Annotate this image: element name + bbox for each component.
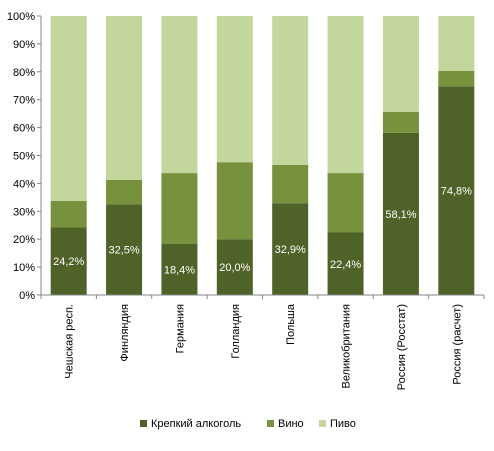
y-tick-label: 60% [13, 123, 35, 135]
legend-swatch [267, 420, 274, 427]
bar-value-label: 22,4% [330, 259, 361, 271]
x-category-label: Германия [174, 304, 186, 353]
y-tick-label: 30% [13, 206, 35, 218]
bar-segment [216, 239, 253, 295]
bar-segment [438, 86, 475, 295]
bar-value-label: 32,5% [108, 245, 139, 257]
y-tick-label: 70% [13, 95, 35, 107]
legend-label: Вино [278, 418, 304, 430]
bar-value-label: 20,0% [219, 262, 250, 274]
bar-segment [106, 179, 143, 205]
bar-segment [382, 16, 419, 112]
bar-segment [272, 164, 309, 204]
x-category-label: Россия (Росстат) [396, 304, 408, 390]
bar-data-labels: 24,2% 32,5% 18,4% 20,0% 32,9% 22,4% 58,1% 74,8% [53, 186, 472, 277]
x-category-label: Финляндия [119, 304, 131, 362]
legend-label: Пиво [330, 418, 356, 430]
y-tick-label: 50% [13, 151, 35, 163]
x-category-label: Великобритания [341, 304, 353, 389]
y-tick-label: 100% [7, 11, 35, 23]
bar-segment [438, 16, 475, 71]
y-tick-label: 80% [13, 67, 35, 79]
bar-value-label: 58,1% [385, 209, 416, 221]
bar-value-label: 74,8% [441, 186, 472, 198]
y-axis: 0% 10% 20% 30% 40% 50% 60% 70% 80% 90% 100% [7, 11, 42, 302]
legend-swatch [140, 420, 147, 427]
bars [50, 16, 475, 295]
bar-segment [327, 232, 364, 295]
y-tick-label: 20% [13, 234, 35, 246]
y-tick-label: 40% [13, 178, 35, 190]
y-tick-label: 90% [13, 39, 35, 51]
bar-segment [161, 173, 198, 244]
bar-segment [50, 16, 87, 201]
bar-value-label: 18,4% [164, 264, 195, 276]
bar-segment [106, 16, 143, 180]
bar-value-label: 32,9% [275, 244, 306, 256]
x-axis: Чешская респ. Финляндия Германия Голландия П… [40, 294, 485, 390]
y-tick-label: 0% [19, 290, 35, 302]
bar-segment [382, 111, 419, 133]
bar-segment [272, 203, 309, 295]
legend-swatch [319, 420, 326, 427]
bar-segment [438, 70, 475, 87]
bar-segment [50, 200, 87, 228]
y-tick-label: 10% [13, 262, 35, 274]
bar-segment [106, 204, 143, 295]
x-category-label: Чешская респ. [64, 304, 76, 379]
bar-segment [382, 132, 419, 295]
bar-segment [161, 16, 198, 174]
bar-segment [272, 16, 309, 165]
bar-segment [327, 16, 364, 174]
bar-segment [216, 16, 253, 163]
bar-segment [216, 162, 253, 240]
x-category-label: Польша [285, 303, 297, 345]
legend: Крепкий алкоголь Вино Пиво [140, 418, 356, 430]
x-category-label: Голландия [230, 304, 242, 359]
bar-value-label: 24,2% [53, 256, 84, 268]
bar-segment [50, 227, 87, 295]
bar-segment [327, 173, 364, 233]
bar-segment [161, 243, 198, 295]
x-category-label: Россия (расчет) [451, 304, 463, 385]
legend-label: Крепкий алкоголь [151, 418, 241, 430]
